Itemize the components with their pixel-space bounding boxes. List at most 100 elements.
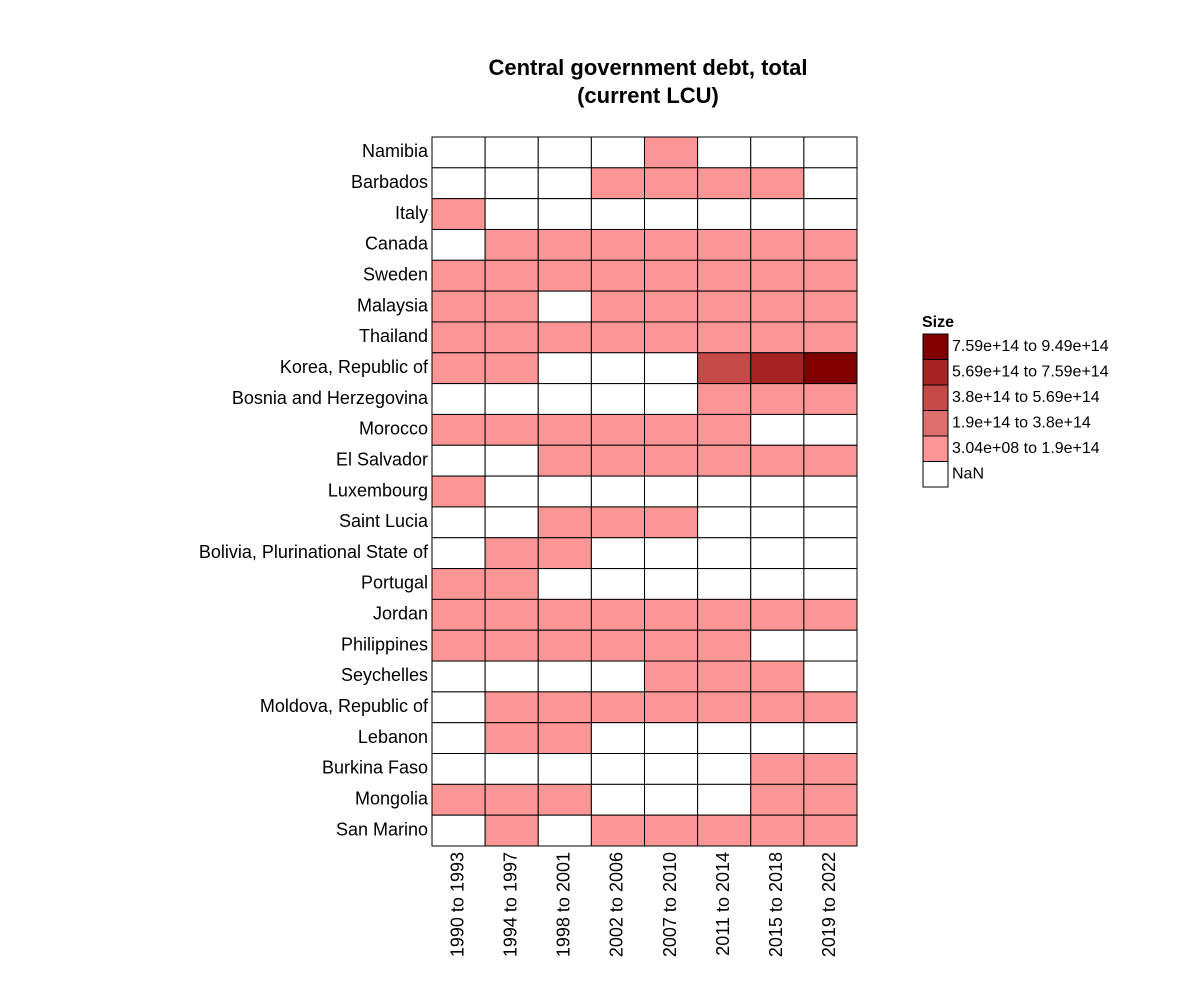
- nan-cell: [537, 753, 592, 785]
- nan-cell: [644, 383, 699, 415]
- legend-label: 5.69e+14 to 7.59e+14: [952, 364, 1109, 381]
- y-tick-label: Korea, Republic of: [280, 357, 429, 377]
- cell: [431, 259, 486, 292]
- nan-cell: [537, 198, 592, 230]
- cell: [697, 259, 752, 292]
- cell: [431, 629, 486, 662]
- cell: [431, 198, 486, 230]
- cell: [484, 537, 539, 570]
- cell: [590, 413, 645, 446]
- nan-cell: [644, 753, 699, 785]
- y-tick-label: Italy: [395, 203, 428, 223]
- cell: [803, 290, 858, 323]
- nan-cell: [431, 506, 486, 539]
- cell: [431, 413, 486, 446]
- x-tick-label: 2015 to 2018: [766, 852, 786, 957]
- nan-cell: [803, 198, 858, 230]
- nan-cell: [431, 228, 486, 261]
- cell: [644, 506, 699, 539]
- cell: [431, 475, 486, 508]
- y-tick-label: Sweden: [363, 264, 428, 284]
- nan-cell: [431, 660, 486, 693]
- nan-cell: [431, 383, 486, 415]
- nan-cell: [590, 537, 645, 570]
- cell: [697, 321, 752, 354]
- nan-cell: [537, 136, 592, 169]
- legend-swatch: [922, 384, 949, 411]
- cell: [644, 814, 699, 847]
- y-tick-label: Bosnia and Herzegovina: [232, 388, 429, 408]
- y-tick-label: Morocco: [359, 419, 428, 439]
- nan-cell: [697, 506, 752, 539]
- cell: [644, 444, 699, 477]
- cell: [803, 383, 858, 415]
- cell: [803, 814, 858, 847]
- nan-cell: [644, 475, 699, 508]
- y-tick-label: Philippines: [341, 634, 428, 654]
- nan-cell: [590, 568, 645, 600]
- cell: [484, 321, 539, 354]
- y-tick-label: Saint Lucia: [339, 511, 429, 531]
- legend-swatch: [922, 410, 949, 437]
- nan-cell: [590, 352, 645, 385]
- y-tick-label: San Marino: [336, 819, 428, 839]
- cell: [590, 814, 645, 847]
- nan-cell: [431, 136, 486, 169]
- cell: [644, 660, 699, 693]
- nan-cell: [750, 413, 805, 446]
- nan-cell: [537, 383, 592, 415]
- cell: [590, 167, 645, 200]
- cell: [750, 383, 805, 415]
- nan-cell: [644, 198, 699, 230]
- legend-swatch: [922, 435, 949, 462]
- cell: [484, 259, 539, 292]
- legend-title: Size: [922, 314, 954, 331]
- legend-label: 3.04e+08 to 1.9e+14: [952, 440, 1100, 457]
- cell: [644, 413, 699, 446]
- cell: [697, 167, 752, 200]
- y-tick-label: Malaysia: [357, 295, 429, 315]
- y-tick-label: Portugal: [361, 573, 428, 593]
- nan-cell: [590, 660, 645, 693]
- y-tick-label: Canada: [365, 234, 429, 254]
- cell: [697, 660, 752, 693]
- cell: [590, 629, 645, 662]
- nan-cell: [537, 475, 592, 508]
- x-tick-label: 1994 to 1997: [500, 852, 520, 957]
- cell: [484, 413, 539, 446]
- cell: [697, 444, 752, 477]
- cell: [697, 383, 752, 415]
- cell: [537, 691, 592, 724]
- cell: [803, 598, 858, 631]
- x-tick-label: 1990 to 1993: [447, 852, 467, 957]
- nan-cell: [750, 475, 805, 508]
- nan-cell: [644, 783, 699, 816]
- nan-cell: [590, 753, 645, 785]
- nan-cell: [537, 660, 592, 693]
- nan-cell: [750, 537, 805, 570]
- cell: [644, 691, 699, 724]
- nan-cell: [484, 136, 539, 169]
- cell: [750, 691, 805, 724]
- y-tick-label: Bolivia, Plurinational State of: [199, 542, 429, 562]
- nan-cell: [803, 413, 858, 446]
- chart-title: Central government debt, total: [488, 55, 807, 80]
- nan-cell: [750, 629, 805, 662]
- cell: [803, 783, 858, 816]
- cell: [697, 290, 752, 323]
- y-tick-label: Jordan: [373, 604, 428, 624]
- cell: [537, 259, 592, 292]
- cell: [590, 259, 645, 292]
- y-tick-label: Namibia: [362, 141, 429, 161]
- nan-cell: [697, 722, 752, 755]
- nan-cell: [431, 167, 486, 200]
- cell: [750, 167, 805, 200]
- nan-cell: [590, 783, 645, 816]
- nan-cell: [537, 814, 592, 847]
- cell: [803, 691, 858, 724]
- cell: [484, 290, 539, 323]
- cell: [750, 352, 805, 385]
- cell: [484, 568, 539, 600]
- cell: [484, 228, 539, 261]
